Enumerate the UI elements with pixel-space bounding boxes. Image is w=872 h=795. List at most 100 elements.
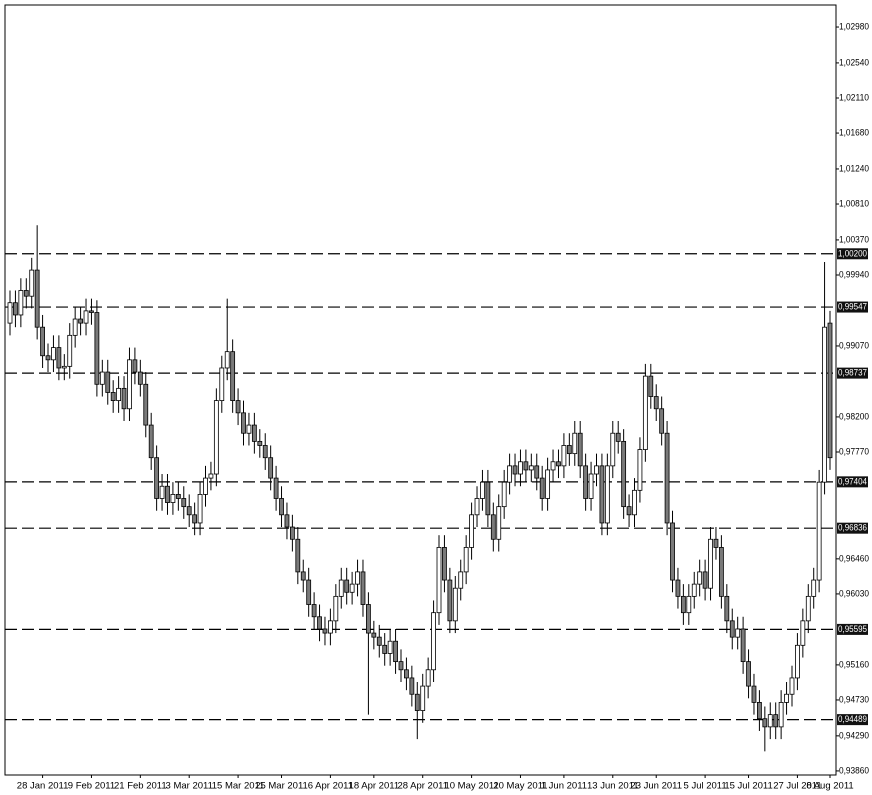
candle-body (300, 571, 306, 581)
y-tick-label: 0,99070 (839, 340, 869, 351)
candle-body (89, 310, 94, 313)
candle-body (197, 494, 203, 524)
candle-body (452, 587, 458, 622)
candle-body (659, 408, 665, 434)
candle-body (371, 632, 377, 638)
candle-body (268, 457, 274, 479)
candle-body (670, 522, 675, 581)
y-tick-label: 0,98200 (839, 411, 869, 422)
candle-body (610, 432, 616, 467)
candle-body (159, 485, 165, 499)
candle-body (637, 449, 643, 491)
candle-body (621, 440, 627, 508)
candle-body (306, 579, 312, 605)
candle-body (45, 355, 51, 361)
level-label-bg (837, 476, 868, 488)
level-label-bg (837, 301, 868, 313)
levels (5, 253, 836, 721)
candle-body (61, 365, 67, 369)
candle-body (523, 461, 529, 471)
candle-body (414, 693, 420, 711)
candle-body (507, 465, 513, 483)
candle-body (447, 579, 453, 622)
x-tick-label: 15 Mar 2011 (212, 781, 265, 792)
x-tick-label: 9 Feb 2011 (68, 781, 115, 792)
y-tick-label: 1,01240 (839, 163, 869, 174)
candle-body (13, 302, 18, 316)
candle-body (784, 693, 789, 703)
y-tick-label: 1,00370 (839, 234, 869, 245)
candle-body (697, 571, 703, 585)
candle-body (545, 469, 551, 499)
candle-body (626, 506, 632, 516)
candle-body (137, 371, 143, 385)
candle-body (349, 583, 355, 593)
y-tick-label: 0,93860 (839, 765, 869, 776)
candle-body (469, 514, 474, 548)
x-tick-label: 13 Jun 2011 (587, 781, 639, 792)
y-tick-label: 0,95160 (839, 659, 869, 670)
level-label-bg (837, 623, 868, 635)
candle-body (512, 465, 518, 475)
candle-body (322, 628, 328, 634)
candle-body (757, 702, 762, 720)
candle-body (23, 290, 29, 297)
x-tick-label: 20 May 2011 (493, 781, 547, 792)
candle-body (51, 347, 56, 361)
candle-body (528, 465, 534, 471)
candle-body (680, 595, 686, 614)
candle-body (327, 620, 333, 634)
candle-body (398, 661, 404, 671)
candle-body (219, 367, 225, 402)
candle-body (718, 547, 724, 597)
candle-body (56, 347, 62, 369)
candle-body (34, 269, 40, 328)
candle-body (534, 465, 540, 479)
candle-body (83, 310, 89, 324)
level-label-bg (837, 248, 868, 260)
candle-body (382, 644, 388, 654)
level-label: 0,98737 (838, 368, 867, 379)
candle-body (99, 371, 105, 385)
candle-body (344, 579, 350, 593)
candle-body (284, 514, 290, 528)
candle-body (29, 269, 35, 297)
y-tick-label: 0,96460 (839, 553, 869, 564)
candle-body (485, 481, 491, 516)
x-tick-label: 15 Jul 2011 (724, 781, 772, 792)
candle-body (474, 498, 480, 516)
candle-body (800, 620, 806, 646)
y-tick-label: 0,99940 (839, 270, 869, 281)
candle-body (94, 312, 100, 385)
candle-body (632, 489, 637, 516)
candle-body (105, 371, 111, 393)
candle-body (539, 477, 545, 499)
candle-body (577, 432, 583, 467)
candle-body (203, 477, 208, 495)
candle-body (409, 677, 415, 695)
candle-body (773, 714, 779, 728)
candle-body (230, 351, 236, 402)
candle-body (822, 326, 827, 483)
candle-body (181, 498, 187, 508)
candle-body (175, 494, 181, 499)
candle-body (127, 359, 132, 410)
level-label-bg (837, 367, 868, 379)
level-label: 0,99547 (838, 302, 867, 313)
x-tick-label: 23 Jun 2011 (630, 781, 682, 792)
candle-body (311, 604, 317, 618)
candle-body (208, 473, 214, 479)
candle-body (110, 392, 116, 402)
y-tick-label: 1,02980 (839, 22, 869, 33)
candle-body (708, 538, 713, 589)
candle-body (148, 424, 154, 459)
candle-body (664, 432, 670, 524)
level-label: 0,97404 (838, 476, 867, 487)
candle-body (686, 595, 692, 614)
candle-body (376, 636, 382, 646)
candle-body (490, 514, 496, 540)
candle-body (746, 661, 751, 687)
candle-body (317, 616, 322, 630)
candle-body (496, 506, 502, 540)
candle-body (594, 465, 599, 475)
